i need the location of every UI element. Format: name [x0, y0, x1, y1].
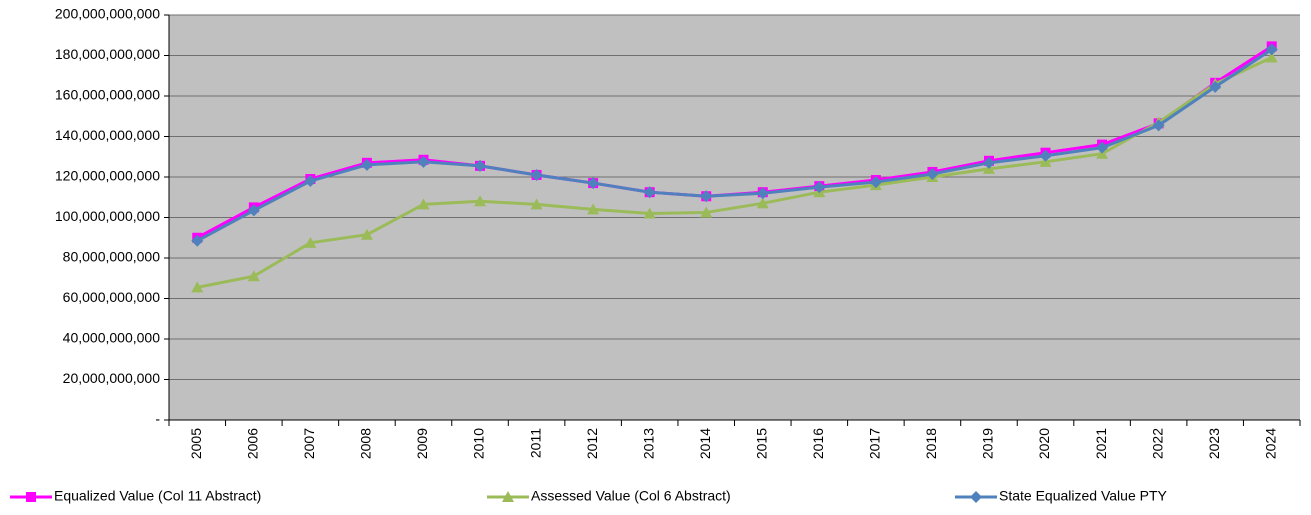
- legend-label: Assessed Value (Col 6 Abstract): [531, 488, 731, 504]
- data-point: [982, 156, 995, 169]
- data-point: [813, 181, 826, 194]
- data-point: [756, 197, 769, 209]
- data-point: [360, 158, 373, 171]
- legend-marker: [970, 491, 982, 503]
- x-tick-label: 2008: [358, 428, 374, 459]
- data-point: [474, 159, 487, 172]
- x-tick-label: 2021: [1093, 428, 1109, 459]
- x-tick-label: 2011: [527, 428, 543, 458]
- data-point: [1209, 80, 1222, 93]
- series-line: [196, 48, 1273, 243]
- x-tick-label: 2007: [301, 428, 317, 459]
- y-tick-label: -: [155, 411, 160, 427]
- data-point: [643, 186, 656, 199]
- y-tick-label: 80,000,000,000: [63, 249, 161, 265]
- x-tick-label: 2005: [188, 428, 204, 459]
- x-tick-label: 2017: [867, 428, 883, 459]
- data-point: [869, 176, 882, 189]
- data-point: [191, 281, 204, 293]
- data-point: [1039, 149, 1052, 162]
- data-point: [643, 207, 656, 219]
- x-tick-label: 2013: [640, 428, 656, 459]
- data-point: [304, 236, 317, 248]
- y-tick-label: 20,000,000,000: [63, 370, 161, 386]
- legend-label: State Equalized Value PTY: [999, 488, 1168, 504]
- series-line: [196, 56, 1273, 289]
- x-tick-label: 2016: [810, 428, 826, 459]
- y-tick-label: 60,000,000,000: [63, 289, 161, 305]
- x-tick-label: 2020: [1036, 428, 1052, 459]
- legend-marker: [26, 492, 36, 502]
- data-point: [417, 155, 430, 168]
- x-tick-label: 2024: [1262, 428, 1278, 459]
- data-point: [191, 234, 204, 247]
- y-tick-label: 200,000,000,000: [55, 6, 160, 22]
- legend-label: Equalized Value (Col 11 Abstract): [54, 488, 261, 504]
- y-tick-label: 120,000,000,000: [55, 168, 160, 184]
- x-tick-label: 2019: [980, 428, 996, 459]
- data-point: [304, 175, 317, 188]
- data-point: [700, 190, 713, 203]
- data-point: [530, 198, 543, 210]
- data-point: [474, 195, 487, 207]
- data-point: [587, 177, 600, 190]
- data-point: [756, 187, 769, 200]
- x-tick-label: 2014: [697, 428, 713, 459]
- data-point: [587, 203, 600, 215]
- legend-marker: [502, 491, 514, 502]
- x-tick-label: 2018: [923, 428, 939, 459]
- data-point: [700, 206, 713, 218]
- x-tick-label: 2012: [584, 428, 600, 459]
- data-point: [1096, 141, 1109, 154]
- y-tick-label: 100,000,000,000: [55, 208, 160, 224]
- y-tick-label: 140,000,000,000: [55, 127, 160, 143]
- x-tick-label: 2023: [1206, 428, 1222, 459]
- data-point: [247, 204, 260, 217]
- data-point: [1152, 119, 1165, 132]
- x-tick-label: 2022: [1149, 428, 1165, 459]
- data-point: [360, 228, 373, 240]
- x-tick-label: 2010: [471, 428, 487, 459]
- y-tick-label: 160,000,000,000: [55, 87, 160, 103]
- y-tick-label: 40,000,000,000: [63, 330, 161, 346]
- data-point: [247, 270, 260, 282]
- data-point: [926, 167, 939, 180]
- data-point: [417, 198, 430, 210]
- data-point: [530, 168, 543, 181]
- data-point: [1265, 43, 1278, 56]
- x-tick-label: 2015: [753, 428, 769, 459]
- x-tick-label: 2006: [245, 428, 261, 459]
- data-point: [1265, 51, 1278, 63]
- x-tick-label: 2009: [414, 428, 430, 459]
- y-tick-label: 180,000,000,000: [55, 46, 160, 62]
